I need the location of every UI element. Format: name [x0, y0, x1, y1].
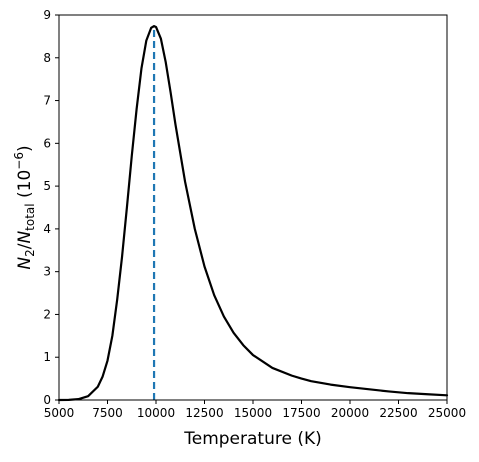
y-label-denominator: N: [15, 231, 35, 244]
y-label-unit-close: ): [15, 145, 35, 152]
y-tick-label: 8: [43, 51, 51, 65]
y-label-unit-open: (10: [15, 170, 35, 204]
y-tick-label: 4: [43, 222, 51, 236]
x-tick-label: 17500: [282, 406, 320, 420]
y-axis-ticks: 0 1 2 3 4 5 6 7 8 9: [43, 8, 59, 407]
y-label-unit-exp: −6: [12, 152, 26, 170]
y-tick-label: 9: [43, 8, 51, 22]
plot-area: [59, 15, 447, 400]
x-tick-label: 25000: [428, 406, 466, 420]
y-label-numerator: N: [15, 257, 35, 270]
x-tick-label: 10000: [137, 406, 175, 420]
x-tick-label: 5000: [44, 406, 75, 420]
y-tick-label: 5: [43, 179, 51, 193]
x-tick-label: 15000: [234, 406, 272, 420]
x-tick-label: 20000: [331, 406, 369, 420]
y-label-denominator-sub: total: [23, 203, 37, 230]
x-tick-label: 22500: [379, 406, 417, 420]
y-tick-label: 2: [43, 307, 51, 321]
x-axis-ticks: 5000 7500 10000 12500 15000 17500 20000 22500 25…: [44, 400, 466, 420]
y-axis-label: N2/Ntotal (10−6): [12, 145, 37, 269]
y-tick-label: 6: [43, 136, 51, 150]
y-label-numerator-sub: 2: [23, 249, 37, 257]
x-tick-label: 7500: [92, 406, 123, 420]
x-axis-label: Temperature (K): [183, 429, 322, 449]
y-tick-label: 1: [43, 350, 51, 364]
y-tick-label: 0: [43, 393, 51, 407]
y-tick-label: 7: [43, 94, 51, 108]
x-tick-label: 12500: [185, 406, 223, 420]
y-tick-label: 3: [43, 265, 51, 279]
